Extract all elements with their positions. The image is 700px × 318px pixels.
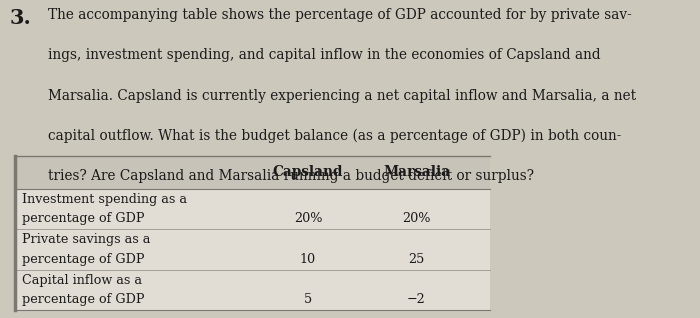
Text: 20%: 20% <box>294 212 322 225</box>
Text: Investment spending as a: Investment spending as a <box>22 193 188 206</box>
Text: −2: −2 <box>407 293 426 306</box>
Text: Marsalia. Capsland is currently experiencing a net capital inflow and Marsalia, : Marsalia. Capsland is currently experien… <box>48 89 636 103</box>
Text: 3.: 3. <box>10 8 32 28</box>
Text: Capsland: Capsland <box>273 165 343 179</box>
Text: capital outflow. What is the budget balance (as a percentage of GDP) in both cou: capital outflow. What is the budget bala… <box>48 129 621 143</box>
Text: Capital inflow as a: Capital inflow as a <box>22 274 142 287</box>
Text: Marsalia: Marsalia <box>383 165 450 179</box>
Text: The accompanying table shows the percentage of GDP accounted for by private sav-: The accompanying table shows the percent… <box>48 8 631 22</box>
Text: tries? Are Capsland and Marsalia running a budget deficit or surplus?: tries? Are Capsland and Marsalia running… <box>48 169 533 183</box>
Text: percentage of GDP: percentage of GDP <box>22 252 145 266</box>
Text: 10: 10 <box>300 252 316 266</box>
Text: 25: 25 <box>408 252 425 266</box>
Text: ings, investment spending, and capital inflow in the economies of Capsland and: ings, investment spending, and capital i… <box>48 48 600 62</box>
Text: percentage of GDP: percentage of GDP <box>22 293 145 306</box>
Text: Private savings as a: Private savings as a <box>22 233 150 246</box>
Text: 20%: 20% <box>402 212 430 225</box>
Text: 5: 5 <box>304 293 312 306</box>
Text: percentage of GDP: percentage of GDP <box>22 212 145 225</box>
